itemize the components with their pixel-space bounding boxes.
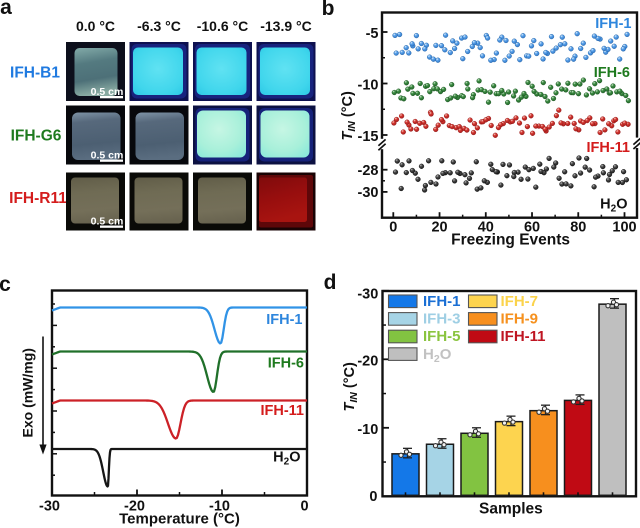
svg-text:100: 100 (612, 219, 636, 235)
svg-text:IFH-G6: IFH-G6 (11, 128, 62, 145)
svg-text:IFH-11: IFH-11 (260, 403, 304, 419)
svg-text:0.5 cm: 0.5 cm (91, 150, 124, 162)
svg-text:-5: -5 (366, 26, 379, 42)
svg-text:a: a (0, 0, 12, 19)
svg-text:IFH-R11: IFH-R11 (9, 190, 67, 207)
svg-text:IFH-11: IFH-11 (501, 328, 546, 345)
svg-text:TIN (°C): TIN (°C) (342, 362, 360, 411)
svg-text:d: d (324, 271, 337, 294)
svg-text:Temperature (°C): Temperature (°C) (119, 511, 240, 528)
svg-text:0.5 cm: 0.5 cm (91, 216, 124, 228)
svg-text:0: 0 (369, 489, 377, 505)
svg-text:-6.3 °C: -6.3 °C (137, 18, 181, 34)
svg-text:IFH-1: IFH-1 (595, 16, 631, 32)
svg-text:Exo (mW/mg): Exo (mW/mg) (20, 348, 36, 437)
svg-text:-28: -28 (358, 163, 379, 179)
svg-text:-13.9 °C: -13.9 °C (260, 18, 312, 34)
svg-text:80: 80 (570, 219, 586, 235)
svg-text:IFH-11: IFH-11 (586, 140, 630, 156)
svg-text:40: 40 (478, 219, 494, 235)
svg-text:0: 0 (389, 219, 397, 235)
svg-text:-30: -30 (358, 185, 379, 201)
svg-text:IFH-1: IFH-1 (266, 312, 302, 328)
svg-text:Samples: Samples (479, 501, 543, 518)
svg-text:-20: -20 (124, 498, 145, 514)
svg-text:IFH-3: IFH-3 (423, 311, 461, 328)
svg-text:-30: -30 (357, 287, 378, 303)
svg-text:-10: -10 (209, 498, 230, 514)
svg-text:60: 60 (524, 219, 540, 235)
svg-text:H2O: H2O (600, 197, 627, 215)
svg-text:b: b (322, 0, 335, 20)
svg-text:0.5 cm: 0.5 cm (91, 86, 124, 98)
svg-text:IFH-B1: IFH-B1 (10, 65, 60, 82)
svg-text:IFH-5: IFH-5 (423, 328, 461, 345)
svg-text:Freezing Events: Freezing Events (451, 232, 570, 249)
svg-text:-10: -10 (357, 422, 378, 438)
svg-text:IFH-7: IFH-7 (501, 293, 539, 310)
svg-text:IFH-6: IFH-6 (268, 356, 304, 372)
svg-text:TIN (°C): TIN (°C) (340, 91, 358, 140)
svg-text:-10.6 °C: -10.6 °C (197, 18, 249, 34)
svg-text:IFH-1: IFH-1 (423, 293, 461, 310)
svg-text:-20: -20 (357, 354, 378, 370)
svg-text:H2O: H2O (273, 450, 300, 468)
svg-text:-15: -15 (358, 129, 379, 145)
svg-text:0: 0 (300, 498, 308, 514)
svg-text:20: 20 (431, 219, 447, 235)
svg-text:-30: -30 (39, 498, 60, 514)
svg-text:IFH-6: IFH-6 (594, 65, 630, 81)
svg-text:-10: -10 (358, 78, 379, 94)
svg-text:H2O: H2O (423, 346, 452, 365)
svg-text:0.0 °C: 0.0 °C (76, 18, 115, 34)
svg-text:IFH-9: IFH-9 (501, 311, 539, 328)
svg-text:c: c (0, 273, 11, 296)
